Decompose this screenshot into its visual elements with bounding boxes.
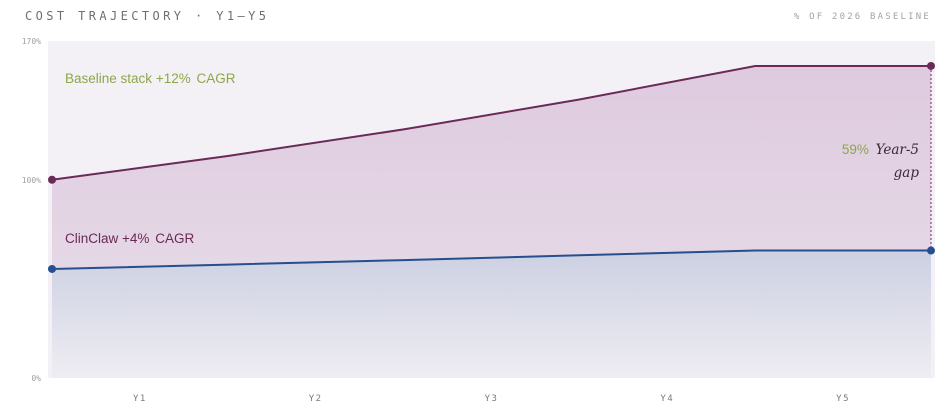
y-tick-label: 170%: [22, 37, 41, 46]
area-clinclaw: [52, 250, 931, 378]
y-tick-label: 100%: [22, 176, 41, 185]
point-clinclaw: [927, 246, 935, 255]
series-label-baseline-rate: +12%: [156, 71, 191, 86]
x-tick-label: Y1: [133, 394, 147, 404]
series-label-baseline-suffix: CAGR: [196, 71, 235, 86]
series-label-baseline: Baseline stack +12% CAGR: [65, 71, 236, 86]
gap-annotation-line2: gap: [894, 165, 920, 181]
area-baseline-stack: [52, 66, 931, 269]
point-baseline: [927, 61, 935, 70]
point-clinclaw: [48, 264, 56, 273]
series-label-clinclaw-name: ClinClaw: [65, 231, 119, 246]
chart-title: COST TRAJECTORY · Y1–Y5: [25, 9, 270, 23]
point-baseline: [48, 175, 56, 184]
x-tick-label: Y2: [309, 394, 323, 404]
gap-annotation-value: 59%: [842, 142, 869, 157]
x-tick-label: Y5: [836, 394, 850, 404]
series-label-clinclaw: ClinClaw +4% CAGR: [65, 231, 194, 246]
line-baseline-stack: [51, 65, 931, 181]
y-tick-label: 0%: [31, 374, 41, 383]
x-tick-label: Y4: [660, 394, 674, 404]
series-label-clinclaw-suffix: CAGR: [155, 231, 194, 246]
gap-annotation-line1: 59% Year-5: [842, 142, 919, 158]
series-label-baseline-name: Baseline stack: [65, 71, 152, 86]
series-label-clinclaw-rate: +4%: [122, 231, 149, 246]
chart-subtitle: % OF 2026 BASELINE: [793, 12, 931, 22]
x-tick-label: Y3: [485, 394, 499, 404]
gap-annotation-text1: Year-5: [876, 142, 919, 158]
line-clinclaw: [51, 249, 931, 270]
